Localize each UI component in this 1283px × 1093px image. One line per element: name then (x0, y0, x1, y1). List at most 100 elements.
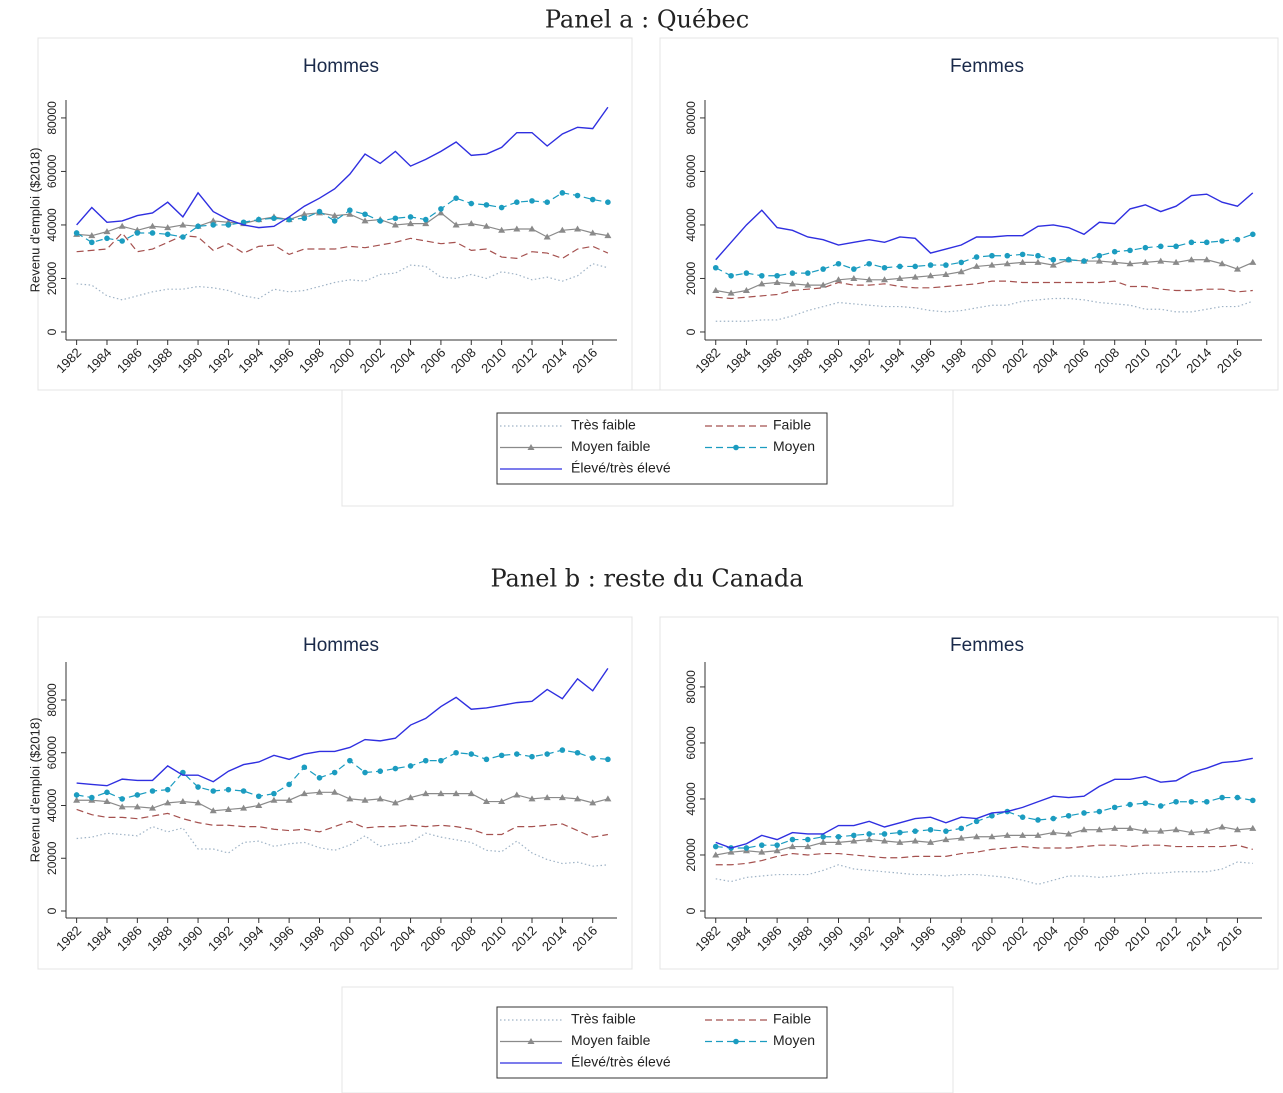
legend-label: Moyen faible (571, 438, 651, 454)
marker (1019, 258, 1027, 265)
marker (498, 798, 506, 805)
marker (943, 262, 949, 268)
marker (1081, 258, 1087, 264)
marker (149, 230, 156, 236)
marker (1127, 801, 1133, 808)
marker (179, 798, 187, 805)
marker (712, 264, 719, 271)
marker (973, 818, 980, 825)
marker (514, 199, 520, 206)
marker (727, 289, 735, 296)
marker (712, 287, 720, 294)
x-tick-label: 1982 (53, 923, 84, 954)
marker (346, 795, 354, 802)
marker (805, 270, 811, 276)
x-tick-label: 2004 (1030, 923, 1061, 954)
marker (1065, 812, 1072, 819)
x-tick-label: 1994 (235, 345, 266, 376)
x-tick-label: 2016 (1214, 345, 1245, 376)
marker (119, 796, 125, 802)
marker (391, 221, 399, 228)
marker (482, 798, 490, 805)
x-tick-label: 2004 (387, 345, 418, 376)
marker (789, 836, 796, 843)
y-tick-label: 0 (45, 328, 59, 335)
marker (1203, 827, 1211, 834)
x-tick-label: 1984 (83, 923, 114, 954)
legend-label: Très faible (571, 1011, 636, 1027)
marker (407, 794, 415, 801)
marker (1173, 798, 1179, 805)
x-tick-label: 1982 (53, 345, 84, 376)
x-tick-label: 2000 (326, 345, 357, 376)
marker (362, 211, 368, 218)
series-line (715, 259, 1254, 294)
marker (498, 204, 505, 211)
marker (300, 790, 308, 797)
marker (1141, 258, 1149, 265)
marker (835, 260, 842, 267)
x-tick-label: 2008 (448, 345, 479, 376)
x-tick-label: 2016 (569, 923, 600, 954)
marker (1142, 800, 1149, 806)
x-tick-label: 1994 (876, 923, 907, 954)
marker (103, 228, 111, 235)
marker (377, 218, 384, 224)
marker (835, 833, 842, 840)
x-tick-label: 1992 (846, 923, 877, 954)
marker (149, 788, 156, 794)
marker (604, 795, 612, 802)
marker (897, 263, 903, 270)
y-tick-label: 80000 (45, 101, 59, 135)
marker (1126, 260, 1134, 267)
series-line (76, 791, 609, 812)
x-tick-label: 1996 (907, 345, 938, 376)
marker (1095, 257, 1103, 264)
marker (543, 794, 551, 801)
marker (316, 775, 323, 781)
marker (1003, 831, 1011, 838)
x-tick-label: 2000 (968, 345, 999, 376)
y-tick-label: 40000 (45, 208, 59, 242)
marker (119, 238, 125, 244)
marker (911, 273, 919, 280)
series-line (76, 106, 609, 229)
x-tick-label: 2012 (508, 345, 539, 376)
marker (1218, 823, 1226, 830)
series-line (715, 280, 1253, 300)
x-tick-label: 1998 (296, 923, 327, 954)
marker (134, 230, 141, 236)
series-line (76, 192, 608, 243)
marker (865, 836, 873, 843)
x-tick-label: 1990 (175, 923, 206, 954)
y-tick-label: 20000 (684, 838, 698, 872)
marker (1003, 260, 1011, 267)
marker (149, 222, 157, 229)
marker (605, 756, 611, 763)
marker (437, 209, 445, 216)
marker (820, 833, 826, 840)
x-tick-label: 1986 (114, 923, 145, 954)
marker (1081, 810, 1087, 816)
chart-frame (659, 37, 1279, 391)
marker (1049, 261, 1057, 268)
marker (819, 838, 827, 845)
x-tick-label: 2006 (417, 345, 448, 376)
marker (804, 843, 812, 850)
legend-label: Moyen (773, 1032, 815, 1048)
marker (851, 832, 857, 839)
legend-box (496, 1006, 828, 1079)
panel-title: Panel b : reste du Canada (490, 565, 803, 593)
marker (589, 196, 596, 203)
series-line (715, 844, 1253, 866)
marker (453, 749, 459, 756)
legend-label: Très faible (571, 417, 636, 433)
marker (164, 224, 172, 231)
x-tick-label: 1982 (692, 345, 723, 376)
marker (225, 786, 232, 793)
marker (912, 828, 919, 834)
x-tick-label: 2008 (448, 923, 479, 954)
marker (164, 799, 172, 806)
x-tick-label: 1986 (114, 345, 145, 376)
x-tick-label: 2008 (1091, 923, 1122, 954)
